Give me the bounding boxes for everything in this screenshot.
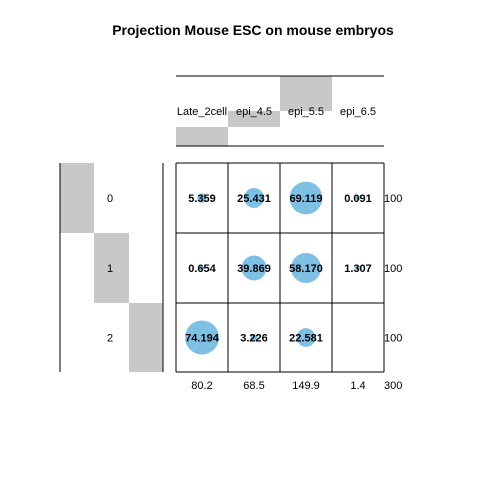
bubble-r2-c2 — [296, 328, 316, 347]
bubble-r2-c1 — [250, 333, 258, 342]
bubble-r2-c0 — [185, 320, 219, 355]
cell-value-r1-c1: 39.869 — [237, 263, 271, 275]
column-label-0: Late_2cell — [177, 106, 227, 118]
cell-value-r0-c0: 5.359 — [188, 193, 216, 205]
row-label-0: 0 — [107, 193, 113, 205]
bubbles — [185, 181, 361, 355]
column-bar-epi_5.5 — [280, 76, 332, 111]
row-label-2: 2 — [107, 333, 113, 345]
bubble-r0-c3 — [355, 195, 361, 201]
cell-value-r1-c3: 1.307 — [344, 263, 372, 275]
column-label-3: epi_6.5 — [340, 106, 376, 118]
bubble-r0-c1 — [244, 188, 264, 208]
row-bar-1 — [94, 233, 129, 303]
cell-value-r1-c0: 0.654 — [188, 263, 216, 275]
row-bar-0 — [60, 163, 94, 233]
chart-title: Projection Mouse ESC on mouse embryos — [112, 22, 394, 38]
cell-value-r0-c2: 69.119 — [289, 193, 322, 205]
cell-value-r1-c2: 58.170 — [289, 263, 323, 275]
bubble-r0-c2 — [289, 181, 323, 215]
column-total-0: 80.2 — [191, 380, 212, 392]
row-total-2: 100 — [384, 333, 402, 345]
column-total-3: 1.4 — [350, 380, 365, 392]
column-bar-lower-0 — [176, 127, 228, 146]
cell-value-r0-c3: 0.091 — [344, 193, 372, 205]
labels: Late_2cell 80.2 epi_4.5 68.5 epi_5.5 149.9 epi… — [107, 106, 402, 392]
column-label-1: epi_4.5 — [236, 106, 272, 118]
row-label-1: 1 — [107, 263, 113, 275]
bubble-r1-c0 — [199, 265, 205, 271]
grid-lines — [59, 75, 385, 373]
bubble-r0-c0 — [197, 193, 207, 203]
column-total-1: 68.5 — [243, 380, 264, 392]
column-label-2: epi_5.5 — [288, 106, 324, 118]
cell-value-r2-c2: 22.581 — [289, 333, 323, 345]
row-total-0: 100 — [384, 193, 402, 205]
grand-total: 300 — [384, 380, 402, 392]
margin-bars — [60, 76, 332, 372]
cell-value-r2-c1: 3.226 — [240, 333, 268, 345]
cell-value-r0-c1: 25.431 — [237, 193, 271, 205]
bubble-r1-c3 — [355, 265, 361, 271]
bubble-r1-c1 — [241, 255, 267, 281]
row-total-1: 100 — [384, 263, 402, 275]
cell-value-r2-c0: 74.194 — [185, 333, 220, 345]
column-bar-lower-1 — [228, 111, 280, 127]
bubble-r1-c2 — [290, 252, 322, 284]
row-bar-2 — [129, 303, 163, 372]
column-total-2: 149.9 — [292, 380, 320, 392]
